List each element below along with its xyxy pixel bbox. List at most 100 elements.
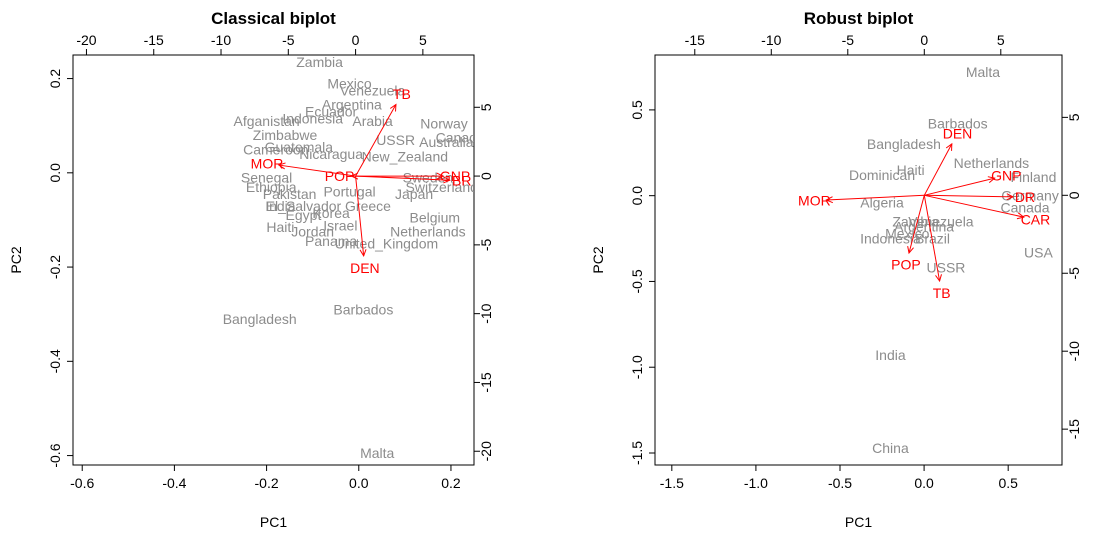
right-tick-label: -5 bbox=[1066, 267, 1082, 280]
y-tick-label: -1.0 bbox=[629, 355, 645, 379]
country-label: Nicaragua bbox=[299, 146, 363, 162]
country-label: Afganistan bbox=[234, 113, 300, 129]
right-tick-label: -10 bbox=[1066, 341, 1082, 361]
y-tick-label: -1.5 bbox=[629, 441, 645, 465]
country-label: Venezuela bbox=[340, 82, 406, 98]
country-label: USSR bbox=[376, 132, 415, 148]
arrow-head bbox=[436, 172, 445, 180]
country-label: Dominican bbox=[849, 167, 915, 183]
y-tick-label: 0.2 bbox=[47, 69, 63, 89]
variable-label: BR bbox=[452, 173, 471, 189]
classical-biplot-panel: Classical biplot PC1 PC2 -0.6 -0.4 -0.2 0.0 0.2… bbox=[8, 9, 494, 530]
country-label: Barbados bbox=[333, 301, 393, 317]
chart-title: Robust biplot bbox=[804, 9, 914, 28]
arrow-head bbox=[935, 274, 942, 283]
arrow-head bbox=[907, 246, 914, 255]
country-label: Cameroon bbox=[243, 141, 308, 157]
x-tick-label: -0.4 bbox=[162, 475, 186, 491]
loading-arrow bbox=[355, 104, 397, 177]
top-tick-label: 5 bbox=[419, 32, 427, 48]
arrow-head bbox=[945, 142, 953, 151]
right-tick-label: -10 bbox=[478, 303, 494, 323]
x-tick-label: 0.0 bbox=[914, 475, 934, 491]
country-label: Guatemala bbox=[265, 139, 334, 155]
country-label: India bbox=[875, 347, 906, 363]
top-tick-label: -5 bbox=[842, 32, 855, 48]
right-tick-label: -15 bbox=[1066, 419, 1082, 439]
y-tick-label: 0.5 bbox=[629, 100, 645, 120]
variable-label: GNP bbox=[991, 167, 1021, 183]
arrow-head bbox=[1016, 212, 1025, 220]
right-tick-label: -20 bbox=[478, 441, 494, 461]
y-axis-label: PC2 bbox=[8, 246, 24, 273]
right-tick-label: 5 bbox=[478, 103, 494, 111]
country-label: Mexico bbox=[885, 225, 930, 241]
country-label: Ecuador bbox=[305, 104, 357, 120]
variable-label: POP bbox=[891, 257, 921, 273]
variable-label: TB bbox=[393, 86, 411, 102]
arrow-head bbox=[389, 103, 397, 112]
country-label: Indonesia bbox=[282, 111, 343, 127]
country-label: Haiti bbox=[266, 219, 294, 235]
top-tick-label: -15 bbox=[144, 32, 164, 48]
right-tick-label: -5 bbox=[478, 238, 494, 251]
variable-label: TB bbox=[933, 285, 951, 301]
loading-arrow bbox=[924, 177, 995, 196]
country-label: Ethiopia bbox=[246, 179, 297, 195]
top-tick-label: -10 bbox=[761, 32, 781, 48]
robust-biplot-panel: Robust biplot PC1 PC2 -1.5 -1.0 -0.5 0.0 0.5 -1.… bbox=[590, 9, 1082, 530]
variable-label: DEN bbox=[350, 260, 380, 276]
loading-arrow bbox=[908, 195, 925, 254]
x-tick-label: -0.2 bbox=[255, 475, 279, 491]
variable-label: DEN bbox=[943, 125, 973, 141]
country-label: Bangladesh bbox=[867, 136, 941, 152]
country-label: Argentina bbox=[322, 96, 382, 112]
country-label: USA bbox=[1024, 244, 1053, 260]
plot-marks: MaltaBarbadosBangladeshNetherlandsHaitiD… bbox=[798, 64, 1059, 456]
loading-arrow bbox=[923, 195, 941, 282]
chart-title: Classical biplot bbox=[211, 9, 336, 28]
y-tick-label: 0.0 bbox=[629, 186, 645, 206]
top-tick-label: -10 bbox=[211, 32, 231, 48]
variable-label: DR bbox=[1015, 189, 1035, 205]
top-tick-label: -15 bbox=[685, 32, 705, 48]
top-tick-label: -20 bbox=[76, 32, 96, 48]
top-tick-label: 0 bbox=[352, 32, 360, 48]
x-tick-label: -1.5 bbox=[660, 475, 684, 491]
arrow-head bbox=[277, 162, 286, 170]
country-label: Zimbabwe bbox=[253, 127, 318, 143]
x-tick-label: 0.2 bbox=[441, 475, 461, 491]
country-label: Algeria bbox=[860, 195, 904, 211]
loading-arrow bbox=[355, 175, 450, 181]
country-label: United_Kingdom bbox=[335, 236, 439, 252]
country-label: India bbox=[265, 198, 296, 214]
country-label: Bangladesh bbox=[223, 311, 297, 327]
y-tick-label: -0.2 bbox=[47, 255, 63, 279]
country-label: Norway bbox=[420, 115, 467, 131]
country-label: Barbados bbox=[928, 116, 988, 132]
country-label: Arabia bbox=[352, 113, 393, 129]
y-tick-label: -0.5 bbox=[629, 269, 645, 293]
x-tick-label: -0.5 bbox=[828, 475, 852, 491]
variable-label: CAR bbox=[1021, 212, 1051, 228]
country-label: Pakistan bbox=[263, 186, 317, 202]
x-tick-label: -0.6 bbox=[70, 475, 94, 491]
country-label: Korea bbox=[312, 205, 350, 221]
country-label: Zambia bbox=[296, 54, 343, 70]
x-axis-label: PC1 bbox=[260, 514, 287, 530]
country-label: Egypt bbox=[286, 207, 322, 223]
country-label: China bbox=[872, 440, 909, 456]
loading-arrow bbox=[924, 194, 1014, 198]
x-tick-label: -1.0 bbox=[744, 475, 768, 491]
country-label: Australia bbox=[419, 134, 474, 150]
loading-arrow bbox=[923, 143, 953, 196]
y-axis-label: PC2 bbox=[590, 246, 606, 273]
variable-label: MOR bbox=[798, 193, 831, 209]
country-label: Canada bbox=[436, 129, 485, 145]
arrow-head bbox=[1006, 193, 1015, 201]
country-label: Switzerland bbox=[406, 179, 478, 195]
variable-label: MOR bbox=[251, 155, 284, 171]
arrow-head bbox=[443, 176, 451, 184]
top-tick-label: -5 bbox=[282, 32, 295, 48]
arrow-head bbox=[825, 196, 834, 204]
